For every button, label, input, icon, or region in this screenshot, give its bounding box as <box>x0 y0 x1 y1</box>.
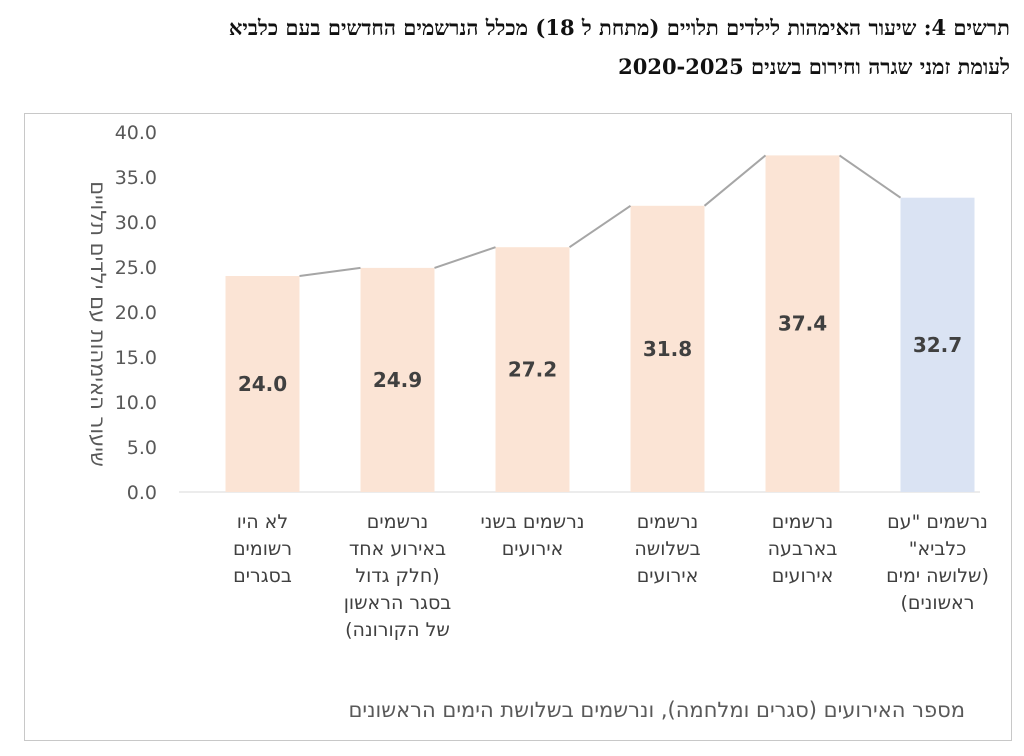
y-tick-label: 10.0 <box>115 392 157 414</box>
y-tick-label: 5.0 <box>127 437 157 459</box>
chart-title-line-2: לעומת זמני שגרה וחירום בשנים 2020-2025 <box>618 54 1010 79</box>
bar-value-label: 24.0 <box>238 372 287 396</box>
y-tick-label: 40.0 <box>115 122 157 144</box>
y-axis-title: שיעור האימהות עם ילדים תלויים <box>86 181 110 467</box>
y-tick-label: 30.0 <box>115 212 157 234</box>
y-tick-label: 25.0 <box>115 257 157 279</box>
category-label: לא היו <box>237 511 288 533</box>
connector-line <box>838 154 902 199</box>
chart-title: תרשים 4: שיעור האימהות לילדים תלויים (מת… <box>20 8 1010 86</box>
bar <box>495 247 570 492</box>
connector-line <box>703 154 767 207</box>
bar-value-label: 37.4 <box>778 312 827 336</box>
category-label: בסגרים <box>233 565 292 587</box>
bar <box>225 276 300 492</box>
category-label: (שלושה ימים <box>886 565 989 587</box>
y-tick-label: 35.0 <box>115 167 157 189</box>
connector-line <box>568 204 632 249</box>
category-label: אירועים <box>772 565 834 587</box>
category-label: ראשונים) <box>901 592 975 614</box>
category-label: אירועים <box>502 538 564 560</box>
y-tick-label: 15.0 <box>115 347 157 369</box>
bar-value-label: 27.2 <box>508 358 557 382</box>
bar <box>360 267 435 492</box>
connector-line <box>299 266 361 277</box>
category-label: בארבעה <box>768 538 838 560</box>
bar-value-label: 24.9 <box>373 368 422 392</box>
bar-value-label: 31.8 <box>643 337 692 361</box>
y-tick-label: 0.0 <box>127 482 157 504</box>
category-label: בשלושה <box>634 538 700 560</box>
category-label: רשומים <box>233 538 292 560</box>
category-label: בסגר הראשון <box>344 592 452 614</box>
category-label: באירוע אחד <box>349 538 446 560</box>
category-label: אירועים <box>637 565 699 587</box>
bar <box>630 205 705 493</box>
bar <box>765 155 840 492</box>
category-label: נרשמים <box>637 511 699 533</box>
category-label: נרשמים <box>367 511 429 533</box>
chart-area: שיעור האימהות עם ילדים תלויים 0.0 5.0 10.0 1… <box>24 113 1012 741</box>
category-label: כלביא" <box>909 538 967 560</box>
chart-title-line-1: תרשים 4: שיעור האימהות לילדים תלויים (מת… <box>228 15 1010 40</box>
category-label: נרשמים <box>772 511 834 533</box>
category-label: של הקורונה) <box>345 619 450 641</box>
y-tick-label: 20.0 <box>115 302 157 324</box>
x-axis-title: מספר האירועים (סגרים ומלחמה), ונרשמים בש… <box>348 698 965 722</box>
bar <box>900 197 975 492</box>
connector-line <box>434 246 496 269</box>
category-label: נרשמים "עם <box>887 511 988 533</box>
bar-value-label: 32.7 <box>913 333 962 357</box>
bar-chart: שיעור האימהות עם ילדים תלויים 0.0 5.0 10.0 1… <box>86 122 989 722</box>
category-label: נרשמים בשני <box>481 511 585 533</box>
category-label: (חלק גדול <box>355 565 439 587</box>
